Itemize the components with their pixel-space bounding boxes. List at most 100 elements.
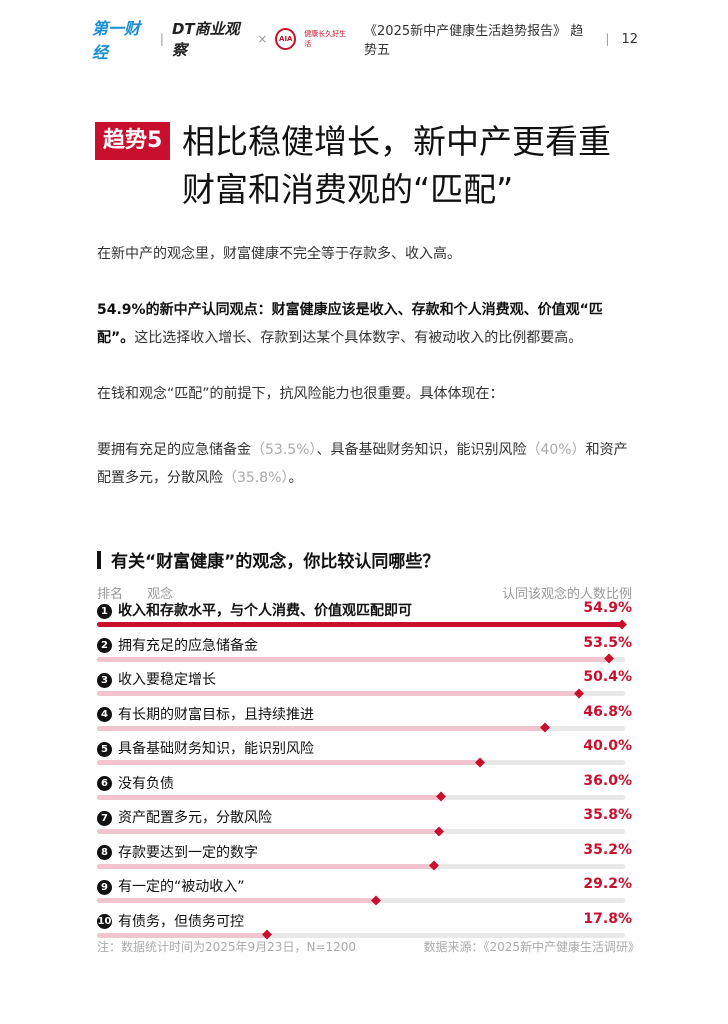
chart-row: 10 有债务，但债务可控 17.8% (97, 911, 632, 945)
rank-badge: 1 (97, 603, 112, 619)
value: （35.8%） (223, 470, 289, 486)
concept-text: 拥有充足的应急储备金 (118, 637, 258, 654)
chart-row: 4 有长期的财富目标，且持续推进 46.8% (97, 704, 632, 738)
page-number: 12 (621, 31, 639, 47)
dt-logo: DT商业观察 (171, 20, 240, 59)
text: 、具备基础财务知识，能识别风险 (316, 442, 527, 458)
data-label: 35.2% (583, 841, 632, 858)
bar-marker (434, 826, 445, 836)
data-label: 53.5% (583, 634, 632, 651)
concept-text: 没有负债 (118, 775, 174, 792)
divider: | (605, 32, 610, 46)
bar-label: 5 具备基础财务知识，能识别风险 (97, 738, 314, 758)
bar-label: 3 收入要稳定增长 (97, 669, 216, 689)
bar (97, 932, 268, 938)
chart-row: 9 有一定的“被动收入” 29.2% (97, 876, 632, 910)
trend-badge: 趋势5 (95, 122, 171, 160)
bar-label: 2 拥有充足的应急储备金 (97, 635, 258, 655)
bar-label: 1 收入和存款水平，与个人消费、价值观匹配即可 (97, 600, 412, 620)
page-header: 第一财经 | DT商业观察 × AIA 健康长久好生活 《2025新中产健康生活… (92, 19, 639, 62)
rank-badge: 8 (97, 845, 112, 860)
concept-text: 有一定的“被动收入” (118, 879, 245, 895)
col-rank: 排名 (97, 587, 124, 602)
rank-badge: 2 (97, 638, 112, 653)
bar (97, 622, 623, 627)
page-title: 相比稳健增长，新中产更看重 财富和消费观的“匹配” (182, 118, 611, 214)
data-label: 50.4% (583, 669, 632, 685)
bar-label: 6 没有负债 (97, 773, 174, 793)
bar-track (97, 826, 625, 836)
times-sign: × (257, 32, 268, 46)
bar-track (97, 653, 625, 664)
bar-marker (539, 722, 550, 733)
chart-row: 8 存款要达到一定的数字 35.2% (97, 842, 632, 876)
paragraph-1: 在新中产的观念里，财富健康不完全等于存款多、收入高。 (97, 246, 461, 262)
title-line-1: 相比稳健增长，新中产更看重 (182, 122, 611, 161)
concept-text: 有长期的财富目标，且持续推进 (118, 706, 314, 723)
aia-logo: AIA (275, 28, 297, 50)
bar-track (97, 929, 625, 940)
paragraph-2-bold: 54.9%的新中产认同观点：财富健康应该是收入、存款和个人消费观、价值观“匹配”… (97, 302, 603, 346)
bar-track (97, 791, 625, 802)
paragraph-3: 在钱和观念“匹配”的前提下，抗风险能力也很重要。具体体现在： (97, 386, 504, 402)
divider: | (159, 32, 164, 46)
data-label: 46.8% (583, 703, 632, 720)
bar (97, 829, 440, 834)
concept-text: 资产配置多元，分散风险 (118, 810, 272, 826)
bar-label: 4 有长期的财富目标，且持续推进 (97, 704, 314, 724)
bar-marker (371, 895, 382, 905)
bar (97, 691, 580, 696)
concept-text: 收入和存款水平，与个人消费、价值观匹配即可 (118, 603, 412, 619)
bar-track (97, 860, 625, 871)
title-line-2: 财富和消费观的“匹配” (182, 170, 514, 209)
concept-text: 有债务，但债务可控 (118, 913, 244, 930)
bar-track (97, 688, 625, 698)
bar-marker (436, 791, 447, 802)
bar-label: 8 存款要达到一定的数字 (97, 842, 258, 862)
concept-text: 存款要达到一定的数字 (118, 844, 258, 861)
chart-title: 有关“财富健康”的观念，你比较认同哪些？ (97, 547, 439, 572)
rank-badge: 6 (97, 776, 112, 791)
value: （53.5%） (251, 442, 317, 458)
chart-row: 7 资产配置多元，分散风险 35.8% (97, 807, 632, 841)
data-label: 29.2% (583, 876, 632, 892)
concept-text: 收入要稳定增长 (118, 672, 216, 688)
bar-marker (574, 688, 585, 698)
bar-marker (603, 653, 614, 664)
bar-marker (617, 619, 628, 629)
bar-label: 10 有债务，但债务可控 (97, 911, 244, 931)
bar-label: 7 资产配置多元，分散风险 (97, 807, 272, 827)
yicai-logo: 第一财经 (92, 19, 141, 62)
bar-track (97, 619, 628, 629)
chart-title-text: 有关“财富健康”的观念，你比较认同哪些？ (111, 552, 440, 572)
bar-track (97, 722, 625, 733)
bar-marker (474, 757, 485, 767)
bar (97, 725, 545, 731)
text: 要拥有充足的应急储备金 (97, 442, 251, 458)
rank-badge: 10 (97, 914, 112, 929)
bar (97, 656, 609, 662)
concept-text: 具备基础财务知识，能识别风险 (118, 741, 314, 757)
bar-track (97, 757, 625, 767)
bar-track (97, 895, 625, 905)
rank-badge: 7 (97, 810, 112, 826)
paragraph-2-rest: 这比选择收入增长、存款到达某个具体数字、有被动收入的比例都要高。 (134, 330, 583, 346)
rank-badge: 5 (97, 741, 112, 757)
data-label: 35.8% (583, 807, 632, 823)
value: （40%） (526, 442, 586, 458)
text: 。 (288, 470, 303, 486)
chart-row: 1 收入和存款水平，与个人消费、价值观匹配即可 54.9% (97, 600, 632, 634)
col-concept: 观念 (147, 587, 174, 602)
bar (97, 863, 434, 869)
bar-label: 9 有一定的“被动收入” (97, 876, 245, 896)
footnote: 注：数据统计时间为2025年9月23日，N=1200 (97, 940, 357, 954)
bar-marker (428, 860, 439, 871)
data-label: 17.8% (583, 910, 632, 927)
bar (97, 898, 377, 903)
chart-row: 3 收入要稳定增长 50.4% (97, 669, 632, 703)
data-source: 数据来源：《2025新中产健康生活调研》 (423, 940, 640, 954)
title-bar (97, 550, 101, 569)
rank-badge: 3 (97, 672, 112, 688)
chart-row: 6 没有负债 36.0% (97, 773, 632, 807)
aia-tagline: 健康长久好生活 (304, 30, 347, 48)
